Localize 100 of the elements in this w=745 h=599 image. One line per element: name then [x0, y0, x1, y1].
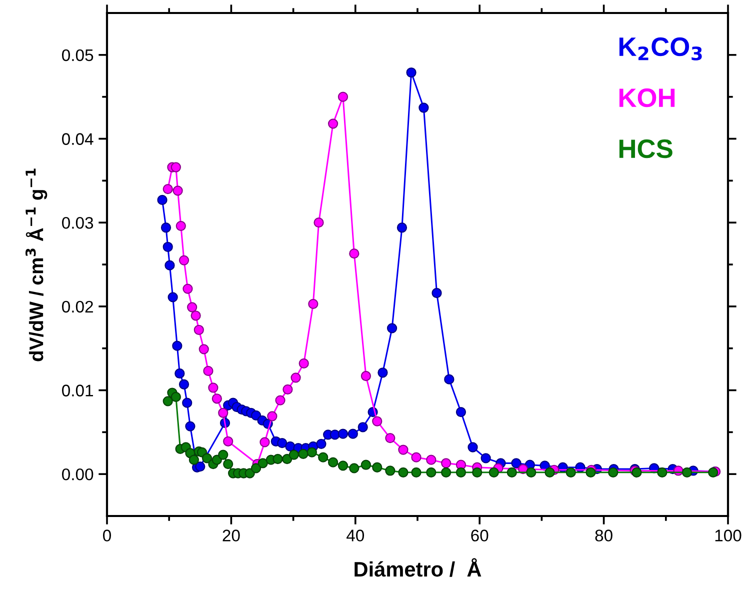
point — [178, 255, 190, 266]
point — [544, 467, 555, 478]
point — [275, 395, 286, 406]
point — [202, 453, 212, 464]
point — [290, 372, 301, 383]
point — [168, 292, 178, 302]
point — [432, 288, 442, 298]
point — [160, 222, 172, 233]
point — [182, 284, 193, 294]
point — [488, 467, 499, 478]
point — [328, 118, 338, 129]
point — [282, 384, 293, 394]
point — [250, 463, 262, 474]
point — [194, 324, 204, 335]
point — [316, 438, 326, 449]
point — [506, 467, 517, 478]
y-axis-title: dV/dW / cm$^{3}$ Å$^{−1}$ g$^{−1}$ — [26, 168, 48, 362]
point — [372, 462, 382, 472]
point — [411, 467, 422, 478]
text: K$_{2}$CO$_{3}$ — [619, 37, 702, 60]
x-tick-label: 100 — [715, 530, 742, 542]
point — [190, 310, 201, 321]
text: KOH — [619, 88, 675, 108]
y-tick-label: 0.05 — [62, 49, 94, 62]
point — [480, 453, 491, 464]
point — [406, 67, 416, 78]
point — [176, 220, 186, 232]
point — [566, 467, 576, 478]
point — [456, 406, 466, 418]
point — [360, 370, 372, 382]
point — [444, 374, 454, 384]
point — [198, 344, 209, 354]
point — [314, 218, 324, 228]
point — [212, 394, 222, 404]
point — [657, 467, 668, 478]
point — [195, 461, 206, 472]
x-axis-title: Diámetro / Å — [354, 558, 482, 577]
point — [187, 302, 198, 312]
point — [472, 467, 482, 478]
point — [441, 467, 452, 478]
point — [378, 368, 388, 378]
point — [267, 411, 278, 422]
point — [223, 458, 234, 470]
y-tick-label: 0.03 — [62, 216, 94, 229]
point — [318, 452, 328, 462]
x-tick-label: 40 — [346, 530, 364, 542]
point — [298, 358, 309, 368]
text: HCS — [619, 139, 672, 158]
x-tick-label: 60 — [471, 530, 488, 542]
point — [164, 260, 175, 270]
point — [258, 458, 268, 468]
point — [468, 442, 478, 452]
point — [349, 248, 360, 259]
y-tick-label: 0.02 — [62, 300, 93, 313]
point — [372, 416, 382, 426]
point — [178, 379, 190, 390]
y-tick-label: 0.00 — [62, 468, 94, 480]
point — [260, 437, 270, 448]
x-tick-label: 80 — [595, 530, 612, 542]
point — [162, 242, 173, 252]
point — [277, 438, 288, 448]
point — [348, 428, 358, 439]
point — [586, 467, 596, 478]
point — [360, 460, 372, 470]
point — [218, 450, 228, 460]
y-tick-label: 0.01 — [62, 384, 93, 396]
point — [174, 368, 185, 379]
point — [288, 450, 299, 460]
point — [208, 382, 218, 393]
point — [349, 463, 360, 474]
point — [203, 366, 214, 376]
point — [272, 454, 283, 464]
point — [328, 457, 338, 468]
point — [426, 454, 436, 465]
point — [308, 298, 318, 309]
y-tick-label: 0.04 — [62, 133, 94, 145]
point — [162, 396, 173, 406]
point — [338, 460, 348, 471]
point — [386, 323, 398, 334]
point — [441, 458, 452, 468]
x-tick-label: 20 — [222, 530, 240, 542]
point — [358, 422, 368, 432]
point — [456, 467, 466, 478]
point — [218, 408, 228, 418]
point — [426, 467, 436, 478]
point — [396, 222, 408, 233]
point — [511, 458, 522, 468]
point — [170, 162, 181, 172]
point — [306, 447, 317, 458]
point — [250, 410, 262, 420]
point — [338, 92, 348, 102]
point — [418, 102, 429, 113]
point — [170, 392, 181, 402]
point — [411, 452, 422, 462]
point — [157, 194, 168, 206]
point — [185, 421, 196, 432]
x-tick-label: 0 — [103, 530, 111, 542]
point — [223, 436, 234, 446]
point — [385, 432, 396, 444]
point — [682, 467, 692, 478]
